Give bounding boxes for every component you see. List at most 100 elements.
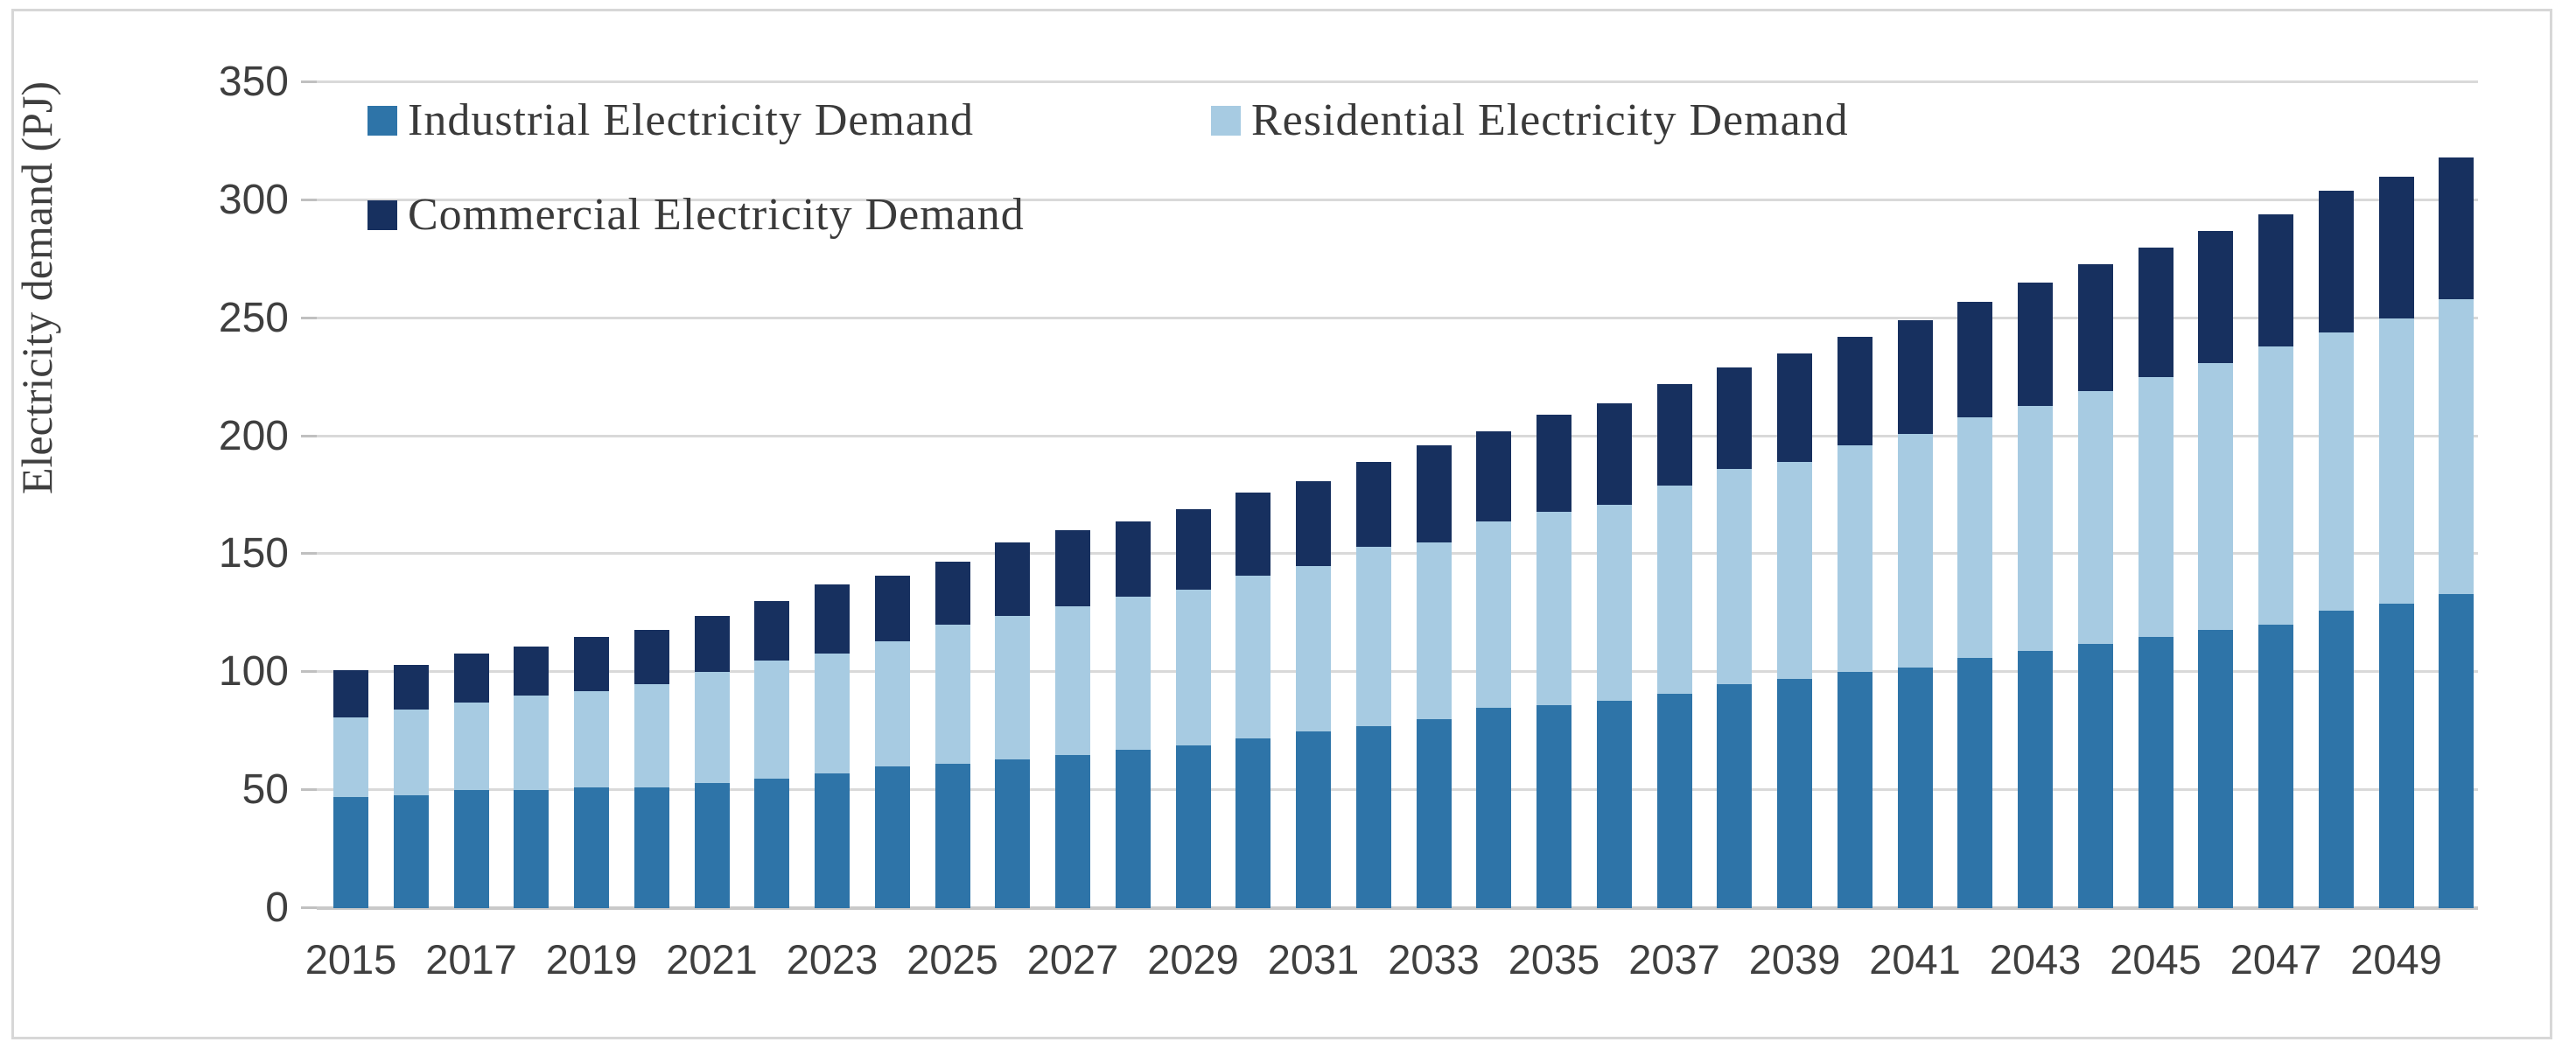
bar-segment-2015-residential xyxy=(333,717,368,798)
x-tick-label-2021: 2021 xyxy=(666,936,758,983)
x-tick-label-2029: 2029 xyxy=(1147,936,1239,983)
x-tick-label-2033: 2033 xyxy=(1388,936,1480,983)
x-tick-label-2047: 2047 xyxy=(2230,936,2322,983)
x-tick-label-2035: 2035 xyxy=(1508,936,1600,983)
bar-segment-2019-commercial xyxy=(574,636,609,691)
bar-segment-2016-residential xyxy=(393,710,429,795)
bar-segment-2029-residential xyxy=(1175,589,1211,745)
bar-segment-2019-residential xyxy=(574,690,609,788)
bar-segment-2033-commercial xyxy=(1416,445,1452,542)
bar-segment-2020-commercial xyxy=(634,629,669,684)
bar-segment-2024-industrial xyxy=(874,766,910,908)
bar-segment-2027-industrial xyxy=(1055,754,1090,908)
bar-segment-2015-industrial xyxy=(333,797,368,908)
bar-segment-2016-industrial xyxy=(393,794,429,908)
bar-segment-2046-commercial xyxy=(2198,230,2234,363)
bar-segment-2028-commercial xyxy=(1115,521,1151,597)
bar-segment-2034-industrial xyxy=(1476,707,1512,908)
gridline-100 xyxy=(317,670,2478,674)
y-axis-title: Electricity demand (PJ) xyxy=(12,80,61,494)
x-tick-label-2045: 2045 xyxy=(2110,936,2202,983)
legend-swatch-industrial-icon xyxy=(368,105,397,136)
chart-border-frame xyxy=(11,9,2552,1039)
y-tick-mark-100 xyxy=(301,670,317,674)
bar-segment-2040-commercial xyxy=(1837,337,1872,446)
x-tick-label-2017: 2017 xyxy=(425,936,517,983)
y-tick-mark-250 xyxy=(301,316,317,319)
bar-segment-2041-commercial xyxy=(1897,320,1933,434)
y-tick-mark-200 xyxy=(301,434,317,437)
gridline-50 xyxy=(317,788,2478,792)
bar-segment-2017-commercial xyxy=(453,653,489,703)
bar-segment-2026-industrial xyxy=(995,759,1031,908)
bar-segment-2018-residential xyxy=(514,696,550,791)
bar-segment-2046-residential xyxy=(2198,362,2234,630)
bar-segment-2029-commercial xyxy=(1175,509,1211,590)
bar-segment-2050-commercial xyxy=(2439,157,2474,300)
bar-segment-2032-commercial xyxy=(1355,462,1391,548)
bar-segment-2045-residential xyxy=(2138,377,2174,637)
bar-segment-2018-industrial xyxy=(514,790,550,908)
bar-segment-2043-residential xyxy=(2018,405,2053,651)
bar-segment-2044-commercial xyxy=(2077,263,2113,392)
y-tick-mark-350 xyxy=(301,80,317,83)
x-tick-label-2015: 2015 xyxy=(304,936,397,983)
bar-segment-2040-residential xyxy=(1837,445,1872,673)
bar-segment-2039-residential xyxy=(1777,462,1812,680)
bar-segment-2021-residential xyxy=(694,672,730,784)
bar-segment-2019-industrial xyxy=(574,787,609,908)
bar-segment-2020-residential xyxy=(634,683,669,788)
bar-segment-2025-residential xyxy=(934,625,970,765)
bar-segment-2042-commercial xyxy=(1957,301,1993,417)
bar-segment-2034-commercial xyxy=(1476,431,1512,521)
bar-segment-2037-commercial xyxy=(1656,384,1692,486)
x-tick-label-2031: 2031 xyxy=(1267,936,1360,983)
bar-segment-2044-industrial xyxy=(2077,643,2113,908)
bar-segment-2043-commercial xyxy=(2018,283,2053,406)
bar-segment-2030-industrial xyxy=(1236,738,1271,908)
legend-item-commercial: Commercial Electricity Demand xyxy=(368,189,1025,241)
bar-segment-2024-residential xyxy=(874,641,910,767)
bar-segment-2049-commercial xyxy=(2378,176,2414,318)
bar-segment-2035-residential xyxy=(1536,511,1572,706)
bar-segment-2039-commercial xyxy=(1777,353,1812,463)
bar-segment-2041-residential xyxy=(1897,433,1933,668)
bar-segment-2015-commercial xyxy=(333,669,368,717)
bar-segment-2032-residential xyxy=(1355,547,1391,727)
bar-segment-2050-industrial xyxy=(2439,594,2474,908)
x-tick-label-2023: 2023 xyxy=(786,936,878,983)
bar-segment-2049-residential xyxy=(2378,318,2414,605)
bar-segment-2017-industrial xyxy=(453,790,489,908)
bar-segment-2036-industrial xyxy=(1596,700,1632,908)
bar-segment-2038-industrial xyxy=(1717,683,1753,908)
bar-segment-2048-industrial xyxy=(2318,611,2354,908)
bar-segment-2022-industrial xyxy=(754,778,790,908)
x-tick-label-2043: 2043 xyxy=(1989,936,2082,983)
bar-segment-2048-residential xyxy=(2318,332,2354,612)
bar-segment-2037-residential xyxy=(1656,486,1692,694)
bar-segment-2050-residential xyxy=(2439,299,2474,595)
x-tick-label-2037: 2037 xyxy=(1628,936,1720,983)
y-tick-mark-0 xyxy=(301,906,317,909)
bar-segment-2042-industrial xyxy=(1957,658,1993,908)
bar-segment-2045-industrial xyxy=(2138,636,2174,908)
gridline-300 xyxy=(317,198,2478,201)
bar-segment-2023-residential xyxy=(815,653,850,774)
bar-segment-2047-commercial xyxy=(2258,214,2293,347)
x-tick-label-2025: 2025 xyxy=(906,936,998,983)
y-tick-mark-300 xyxy=(301,198,317,201)
bar-segment-2044-residential xyxy=(2077,391,2113,644)
legend-label-industrial: Industrial Electricity Demand xyxy=(408,95,975,145)
bar-segment-2036-residential xyxy=(1596,504,1632,701)
bar-segment-2018-commercial xyxy=(514,646,550,696)
bar-segment-2016-commercial xyxy=(393,665,429,710)
y-tick-label-250: 250 xyxy=(218,294,289,341)
x-tick-label-2041: 2041 xyxy=(1869,936,1961,983)
bar-segment-2043-industrial xyxy=(2018,651,2053,908)
y-tick-label-350: 350 xyxy=(218,59,289,105)
bar-segment-2034-residential xyxy=(1476,521,1512,708)
y-tick-label-50: 50 xyxy=(242,766,289,814)
bar-segment-2039-industrial xyxy=(1777,679,1812,908)
bar-segment-2046-industrial xyxy=(2198,629,2234,908)
bar-segment-2022-commercial xyxy=(754,601,790,661)
